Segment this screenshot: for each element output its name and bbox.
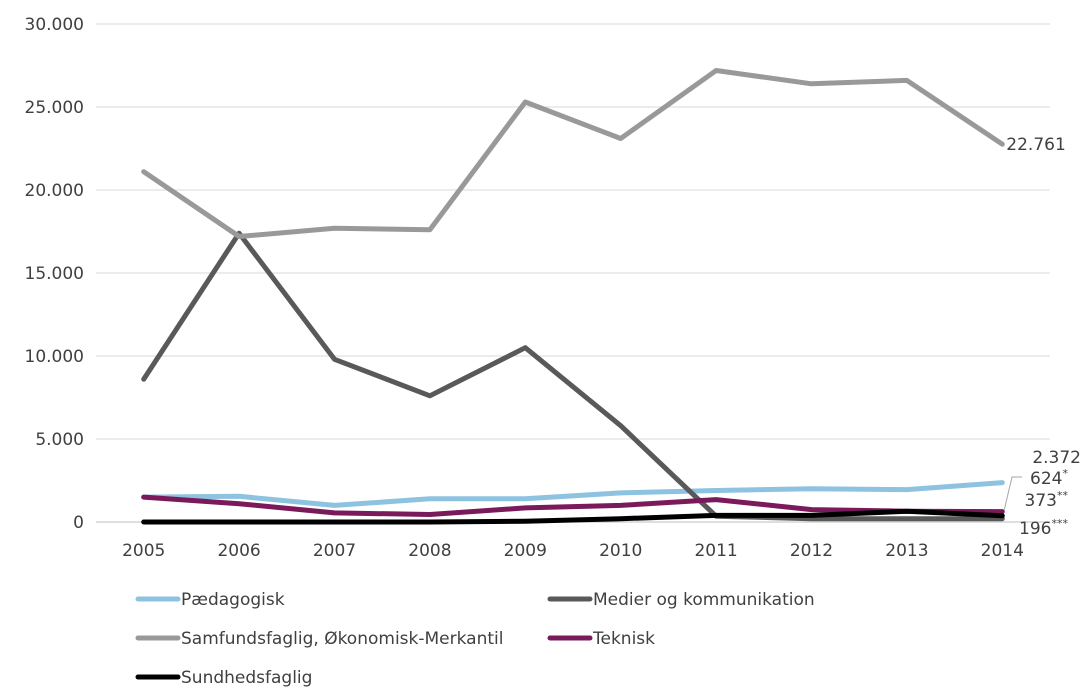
end-value-label: 2.372 — [1032, 448, 1081, 468]
x-tick-label: 2012 — [790, 541, 833, 561]
y-axis-ticks: 0 5.000 10.000 15.000 20.000 25.000 30.000 — [25, 15, 84, 533]
label-leader-line — [1003, 476, 1022, 510]
x-tick-label: 2014 — [981, 541, 1024, 561]
x-tick-label: 2005 — [122, 541, 165, 561]
x-tick-label: 2010 — [599, 541, 642, 561]
series-line-4 — [141, 508, 1005, 525]
end-value-label: 22.761 — [1006, 135, 1065, 155]
y-tick-label: 5.000 — [35, 430, 84, 450]
legend-label: Teknisk — [592, 629, 655, 649]
y-tick-label: 30.000 — [25, 15, 84, 35]
x-tick-label: 2011 — [694, 541, 737, 561]
end-value-label: 624* — [1030, 467, 1068, 489]
x-tick-label: 2009 — [504, 541, 547, 561]
end-value-label: 373** — [1025, 489, 1069, 511]
x-tick-label: 2006 — [217, 541, 260, 561]
end-value-label: 196*** — [1019, 517, 1068, 539]
legend-label: Medier og kommunikation — [593, 590, 815, 610]
grid-lines — [96, 23, 1050, 523]
series-line-3 — [141, 494, 1005, 517]
series-line-1 — [141, 230, 1005, 522]
series-line-0 — [141, 480, 1005, 508]
y-tick-label: 15.000 — [25, 264, 84, 284]
x-tick-label: 2013 — [885, 541, 928, 561]
series-line-2 — [141, 68, 1005, 239]
y-tick-label: 0 — [73, 513, 84, 533]
legend-label: Sundhedsfaglig — [181, 668, 312, 688]
legend: Pædagogisk Medier og kommunikation Samfund… — [135, 590, 815, 688]
x-axis-ticks: 2005 2006 2007 2008 2009 2010 2011 2012 2013 2014 — [122, 541, 1024, 561]
series-lines — [141, 68, 1005, 525]
legend-label: Pædagogisk — [181, 590, 285, 610]
x-tick-label: 2007 — [313, 541, 356, 561]
y-tick-label: 20.000 — [25, 181, 84, 201]
y-tick-label: 25.000 — [25, 98, 84, 118]
legend-label: Samfundsfaglig, Økonomisk-Merkantil — [181, 629, 503, 649]
x-tick-label: 2008 — [408, 541, 451, 561]
y-tick-label: 10.000 — [25, 347, 84, 367]
